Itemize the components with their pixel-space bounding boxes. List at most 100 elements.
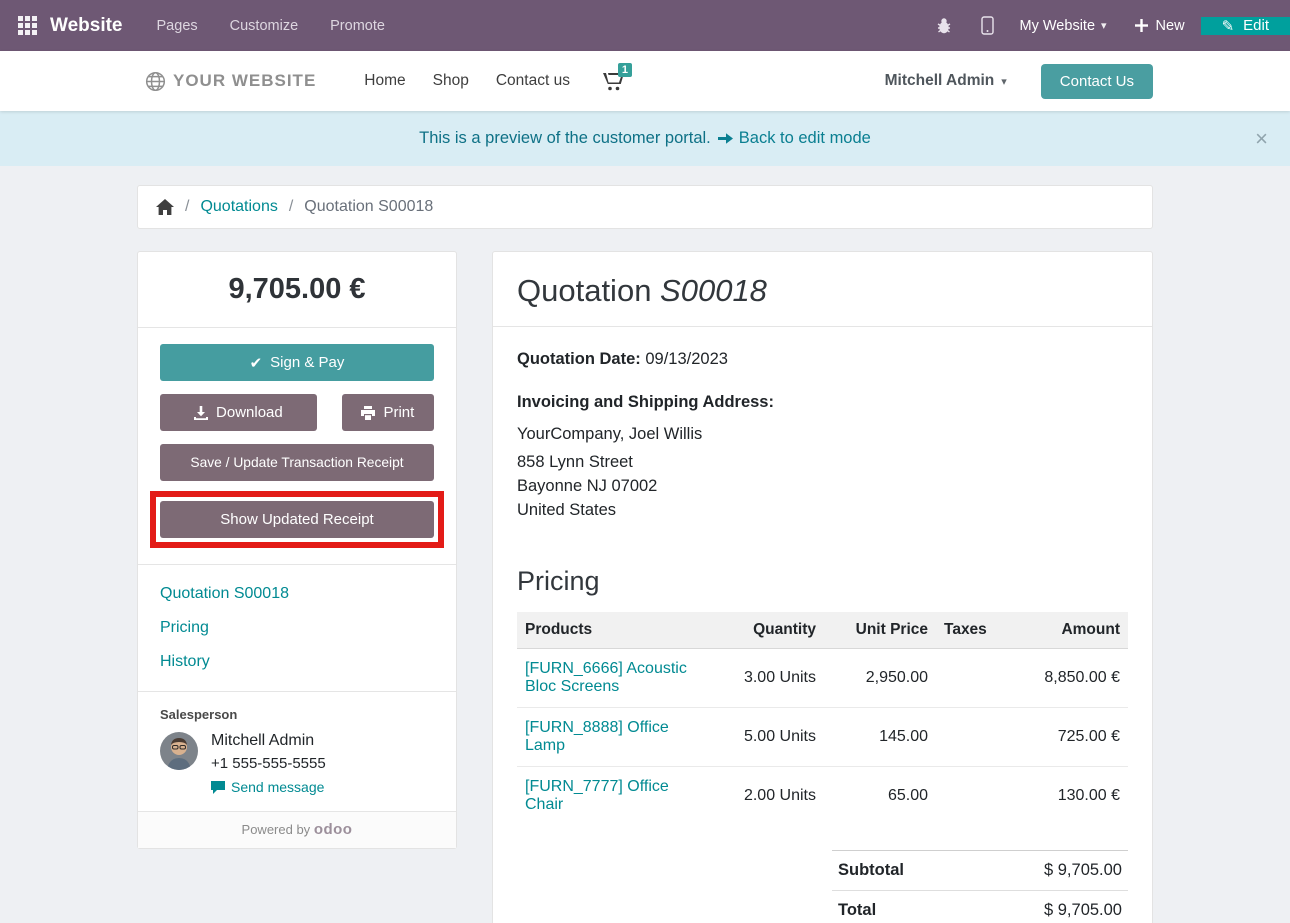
site-nav-home[interactable]: Home	[364, 72, 406, 89]
address-label: Invoicing and Shipping Address:	[517, 393, 774, 411]
quotation-document: Quotation S00018 Quotation Date: 09/13/2…	[492, 251, 1153, 923]
breadcrumb-current: Quotation S00018	[304, 198, 434, 215]
amount-cell: 8,850.00 €	[1000, 648, 1128, 708]
quotation-sidebar: 9,705.00 € ✔ Sign & Pay Download	[137, 251, 457, 849]
unit-price-cell: 2,950.00	[824, 648, 936, 708]
taxes-cell	[936, 767, 1000, 833]
col-quantity: Quantity	[712, 612, 824, 649]
col-unit-price: Unit Price	[824, 612, 936, 649]
address-block: YourCompany, Joel Willis 858 Lynn Street…	[517, 425, 1128, 520]
salesperson-avatar	[160, 732, 198, 770]
chat-icon	[211, 780, 225, 794]
table-row: [FURN_8888] Office Lamp 5.00 Units 145.0…	[517, 707, 1128, 767]
print-button[interactable]: Print	[341, 394, 434, 431]
edit-button[interactable]: ✎ Edit	[1200, 16, 1290, 35]
cart-icon	[602, 72, 623, 91]
sidebar-link-quotation[interactable]: Quotation S00018	[160, 585, 289, 602]
quotation-date: Quotation Date: 09/13/2023	[517, 350, 728, 368]
salesperson-name: Mitchell Admin	[211, 732, 315, 749]
globe-icon	[145, 71, 166, 92]
arrow-right-icon	[717, 132, 733, 145]
pencil-icon: ✎	[1221, 17, 1235, 35]
app-title[interactable]: Website	[50, 14, 123, 36]
salesperson-label: Salesperson	[160, 707, 238, 722]
download-button[interactable]: Download	[160, 394, 317, 431]
contact-us-button[interactable]: Contact Us	[1040, 63, 1153, 99]
new-button[interactable]: New	[1119, 18, 1201, 34]
nav-promote[interactable]: Promote	[330, 17, 385, 34]
mobile-preview-icon[interactable]	[967, 16, 1008, 35]
table-row: [FURN_6666] Acoustic Bloc Screens 3.00 U…	[517, 648, 1128, 708]
check-icon: ✔	[249, 354, 263, 372]
salesperson-section: Salesperson	[138, 691, 456, 811]
total-label: Total	[838, 901, 877, 919]
sidebar-link-history[interactable]: History	[160, 653, 210, 670]
apps-grid-icon[interactable]	[18, 16, 37, 35]
chevron-down-icon: ▾	[1001, 75, 1007, 88]
site-nav-shop[interactable]: Shop	[432, 72, 469, 89]
admin-nav: Pages Customize Promote	[157, 18, 385, 34]
chevron-down-icon: ▾	[1101, 20, 1107, 32]
totals-section: Subtotal $ 9,705.00 Total $ 9,705.00	[832, 850, 1128, 923]
download-icon	[194, 405, 209, 420]
site-nav-contact[interactable]: Contact us	[495, 72, 570, 89]
site-nav: Home Shop Contact us 1	[364, 62, 632, 91]
col-taxes: Taxes	[936, 612, 1000, 649]
product-link[interactable]: [FURN_6666] Acoustic Bloc Screens	[525, 660, 687, 695]
quotation-reference: S00018	[660, 273, 767, 308]
cart-count-badge: 1	[617, 62, 632, 77]
my-website-dropdown[interactable]: My Website ▾	[1019, 17, 1107, 34]
page-content: / Quotations / Quotation S00018 9,705.00…	[0, 166, 1290, 923]
save-update-receipt-button[interactable]: Save / Update Transaction Receipt	[160, 444, 434, 481]
col-products: Products	[517, 612, 712, 649]
address-line: United States	[517, 501, 617, 519]
amount-cell: 725.00 €	[1000, 707, 1128, 767]
red-highlight-annotation: Show Updated Receipt	[150, 491, 444, 548]
quotation-title: Quotation S00018	[517, 273, 767, 308]
unit-price-cell: 145.00	[824, 707, 936, 767]
portal-preview-banner: This is a preview of the customer portal…	[0, 111, 1290, 166]
back-to-edit-link[interactable]: Back to edit mode	[717, 129, 871, 148]
breadcrumb-separator: /	[288, 198, 294, 215]
col-amount: Amount	[1000, 612, 1128, 649]
subtotal-label: Subtotal	[838, 861, 904, 879]
close-icon[interactable]: ×	[1255, 125, 1268, 151]
pricing-section-title: Pricing	[517, 566, 600, 596]
pricing-table-header-row: Products Quantity Unit Price Taxes Amoun…	[517, 612, 1128, 649]
send-message-link[interactable]: Send message	[211, 779, 326, 795]
quantity-cell: 2.00 Units	[743, 787, 816, 804]
sign-and-pay-button[interactable]: ✔ Sign & Pay	[160, 344, 434, 381]
pricing-table: Products Quantity Unit Price Taxes Amoun…	[517, 612, 1128, 832]
address-line: 858 Lynn Street	[517, 453, 633, 471]
site-header: YOUR WEBSITE Home Shop Contact us 1	[0, 51, 1290, 111]
home-icon[interactable]	[156, 199, 174, 215]
cart-button[interactable]: 1	[602, 62, 632, 91]
unit-price-cell: 65.00	[887, 787, 928, 804]
site-logo[interactable]: YOUR WEBSITE	[145, 71, 316, 92]
table-row: [FURN_7777] Office Chair 2.00 Units 65.0…	[517, 767, 1128, 833]
nav-customize[interactable]: Customize	[229, 17, 299, 34]
total-row: Total $ 9,705.00	[832, 890, 1128, 923]
salesperson-phone: +1 555-555-5555	[211, 755, 326, 772]
address-line: Bayonne NJ 07002	[517, 477, 658, 495]
odoo-logo[interactable]: odoo	[313, 821, 353, 838]
breadcrumb-quotations-link[interactable]: Quotations	[200, 198, 278, 215]
quotation-total-amount: 9,705.00 €	[138, 252, 456, 328]
site-logo-text: YOUR WEBSITE	[173, 71, 317, 90]
product-link[interactable]: [FURN_7777] Office Chair	[525, 778, 669, 813]
nav-pages[interactable]: Pages	[156, 17, 198, 34]
product-link[interactable]: [FURN_8888] Office Lamp	[525, 719, 669, 754]
quantity-cell: 5.00 Units	[712, 707, 824, 767]
powered-by-footer: Powered by odoo	[138, 811, 456, 848]
amount-cell: 130.00 €	[1057, 787, 1120, 804]
sidebar-links: Quotation S00018 Pricing History	[138, 564, 456, 691]
subtotal-value: $ 9,705.00	[1044, 861, 1122, 879]
sidebar-link-pricing[interactable]: Pricing	[160, 619, 209, 636]
user-menu[interactable]: Mitchell Admin ▾	[884, 72, 1007, 89]
show-updated-receipt-button[interactable]: Show Updated Receipt	[160, 501, 434, 538]
breadcrumb: / Quotations / Quotation S00018	[137, 185, 1153, 229]
address-line: YourCompany, Joel Willis	[517, 425, 703, 443]
debug-bug-icon[interactable]	[921, 17, 967, 35]
total-value: $ 9,705.00	[1044, 901, 1122, 919]
